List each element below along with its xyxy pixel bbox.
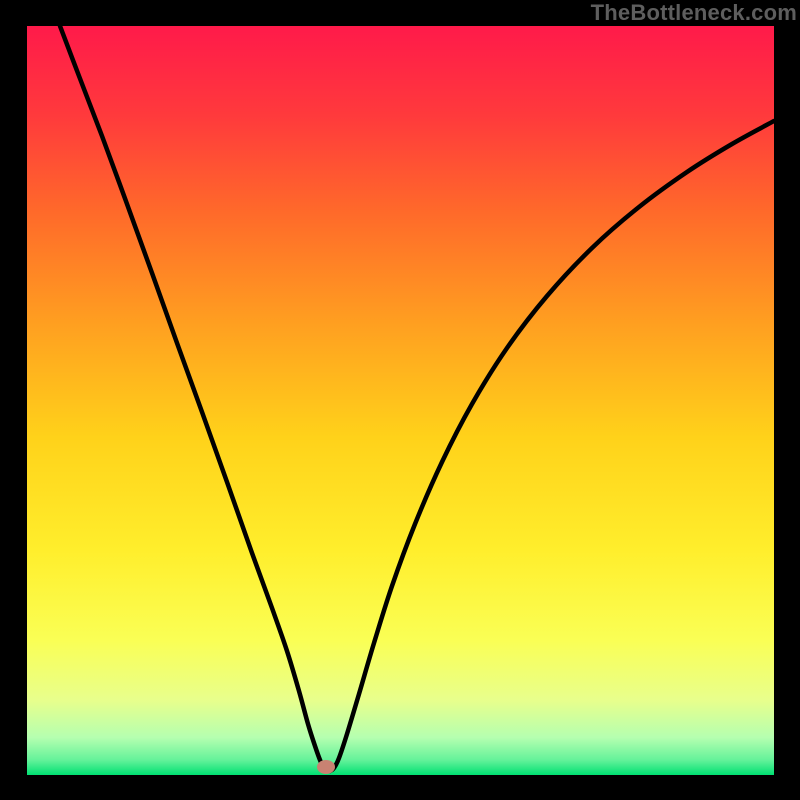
watermark-text: TheBottleneck.com	[591, 0, 797, 26]
chart-svg	[27, 26, 774, 775]
plot-area	[27, 26, 774, 775]
chart-frame: TheBottleneck.com	[0, 0, 800, 800]
optimal-point-marker	[317, 760, 335, 774]
chart-background	[27, 26, 774, 775]
